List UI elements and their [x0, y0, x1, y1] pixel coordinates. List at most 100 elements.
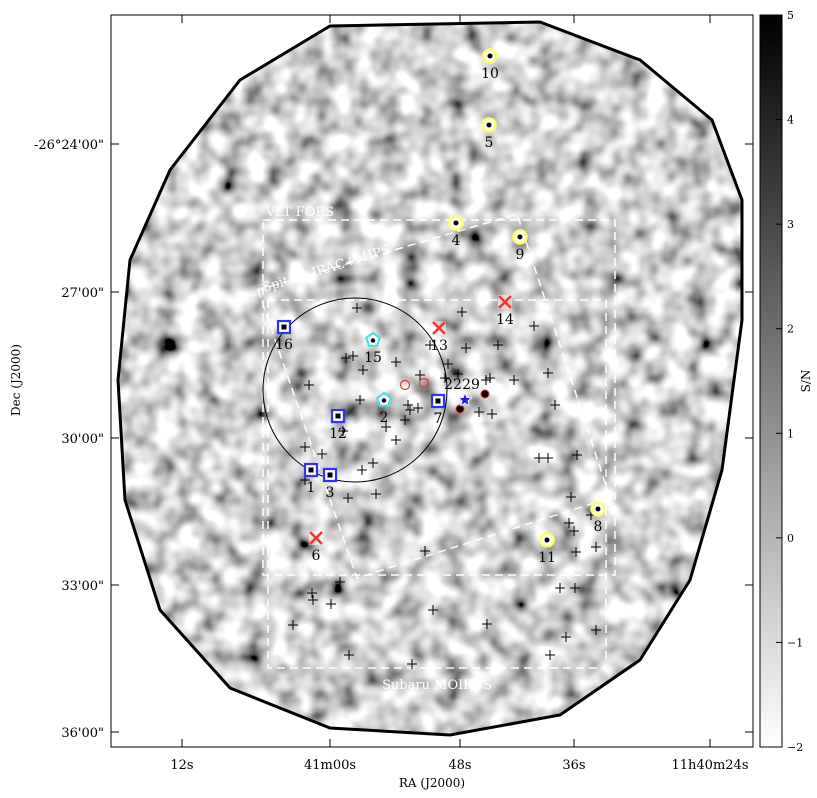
colorbar-tick-label: −1: [787, 636, 803, 649]
candidate-plus-marker: [482, 619, 492, 629]
candidate-plus-marker: [413, 403, 423, 413]
candidate-plus-marker: [307, 588, 317, 598]
y-axis-title: Dec (J2000): [9, 344, 23, 416]
candidate-plus-marker: [381, 422, 391, 432]
source-label-11: 11: [538, 550, 556, 566]
x-tick-label: 11h40m24s: [672, 758, 749, 773]
candidate-plus-marker: [571, 547, 581, 557]
candidate-plus-marker: [564, 518, 574, 528]
source-label-9: 9: [516, 247, 525, 263]
source-label-15: 15: [364, 350, 382, 366]
candidate-plus-marker: [371, 489, 381, 499]
candidate-plus-marker: [545, 650, 555, 660]
source-marker-16: 16: [275, 319, 293, 353]
colorbar-tick-label: 4: [787, 114, 794, 127]
candidate-plus-marker: [440, 373, 450, 383]
source-label-10: 10: [481, 66, 499, 82]
colorbar-tick-label: 1: [787, 427, 794, 440]
candidate-plus-marker: [572, 450, 582, 460]
small-markers: [399, 377, 490, 414]
region-label-subaru-moircs: Subaru MOIRCS: [382, 678, 492, 693]
candidate-plus-marker: [348, 351, 358, 361]
candidate-plus-marker: [428, 605, 438, 615]
candidate-plus-marker: [570, 583, 580, 593]
x-axis-title: RA (J2000): [399, 776, 465, 790]
candidate-plus-marker: [358, 365, 368, 375]
source-marker-6: 6: [309, 531, 323, 564]
candidate-plus-marker: [534, 453, 544, 463]
candidate-plus-marker: [335, 577, 345, 587]
colorbar-tick-label: 2: [787, 323, 794, 336]
candidate-plus-marker: [485, 373, 495, 383]
source-label-22: 22: [444, 377, 462, 393]
candidate-plus-marker: [338, 426, 348, 436]
source-label-29: 29: [462, 377, 480, 393]
candidate-plus-marker: [543, 453, 553, 463]
candidate-plus-marker: [566, 492, 576, 502]
candidate-plus-marker: [300, 442, 310, 452]
candidate-plus-marker: [481, 375, 491, 385]
source-label-8: 8: [594, 519, 603, 535]
candidate-plus-marker: [355, 395, 365, 405]
source-label-1: 1: [307, 480, 316, 496]
colorbar-tick-label: −2: [787, 741, 803, 754]
candidate-plus-marker: [415, 370, 425, 380]
candidate-plus-marker: [400, 415, 410, 425]
source-marker-29: 29: [457, 377, 480, 407]
candidate-plus-marker: [493, 340, 503, 350]
y-tick-labels: -26°24'00" 27'00" 30'00" 33'00" 36'00": [34, 138, 104, 741]
candidate-plus-marker: [326, 599, 336, 609]
source-marker-7: 7: [430, 393, 446, 427]
source-marker-10: 10: [481, 48, 499, 82]
candidate-plus-marker: [407, 659, 417, 669]
candidate-plus-marker: [457, 307, 467, 317]
source-marker-11: 11: [538, 532, 556, 566]
x-tick-label: 36s: [562, 758, 585, 773]
y-tick-label: 33'00": [61, 579, 104, 594]
candidate-plus-marker: [317, 449, 327, 459]
candidate-plus-marker: [391, 357, 401, 367]
colorbar-tick-label: 0: [787, 532, 794, 545]
candidate-plus-marker: [461, 343, 471, 353]
candidate-plus-marker: [304, 380, 314, 390]
colorbar-ticks: 5 4 3 2 1 0 −1 −2: [776, 9, 803, 754]
candidate-plus-marker: [288, 620, 298, 630]
candidate-plus-marker: [487, 409, 497, 419]
y-tick-label: -26°24'00": [34, 138, 104, 153]
x-tick-label: 48s: [448, 758, 471, 773]
x-tick-label: 41m00s: [304, 758, 356, 773]
sn-map: [118, 22, 742, 735]
candidate-plus-marker: [474, 407, 484, 417]
source-marker-12: 12: [329, 408, 347, 442]
candidate-plus-marker: [344, 650, 354, 660]
colorbar-title: S/N: [799, 370, 813, 393]
candidate-plus-marker: [555, 583, 565, 593]
candidate-plus-marker: [308, 595, 318, 605]
candidate-plus-marker: [591, 542, 601, 552]
x-tick-label: 12s: [170, 758, 193, 773]
candidate-plus-marker: [509, 375, 519, 385]
small-black-dot: [455, 404, 465, 414]
source-label-12: 12: [329, 426, 347, 442]
candidate-plus-marker: [391, 435, 401, 445]
candidate-plus-marker: [443, 359, 453, 369]
source-marker-22: 22: [444, 377, 462, 393]
x-tick-labels: 12s 41m00s 48s 36s 11h40m24s: [170, 758, 748, 773]
candidate-plus-marker: [403, 400, 413, 410]
source-marker-2: 2: [376, 391, 392, 426]
candidate-plus-marker: [591, 625, 601, 635]
source-marker-14: 14: [496, 295, 514, 328]
source-marker-4: 4: [448, 215, 464, 249]
candidate-plus-marker: [405, 405, 415, 415]
candidate-plus-marker: [420, 546, 430, 556]
colorbar-tick-label: 5: [787, 9, 794, 22]
candidate-plus-marker: [368, 458, 378, 468]
source-label-13: 13: [430, 338, 448, 354]
cluster-circle: [262, 297, 448, 483]
source-marker-13: 13: [430, 321, 448, 354]
source-marker-15: 15: [364, 331, 382, 366]
small-red-circle: [418, 377, 430, 389]
y-tick-label: 27'00": [61, 286, 104, 301]
